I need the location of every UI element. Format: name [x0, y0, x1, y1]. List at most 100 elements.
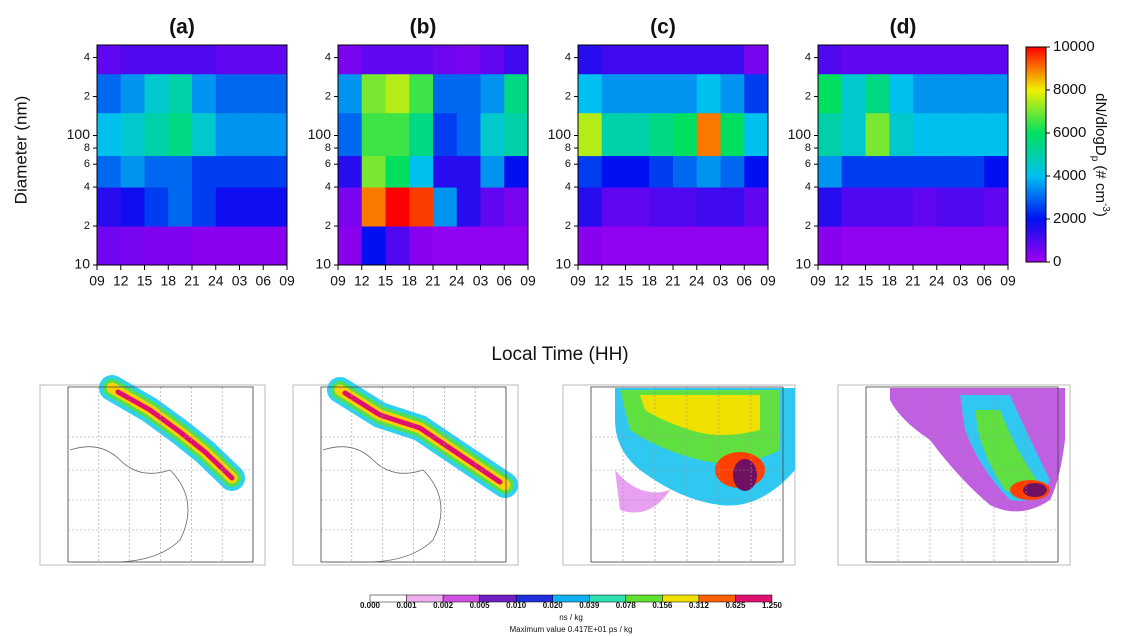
map-colorbar-label: 0.312: [689, 601, 710, 610]
y-tick-label: 8: [84, 142, 90, 154]
y-tick-label: 6: [565, 158, 571, 170]
heatmap-cell: [625, 187, 650, 227]
heatmap-cell: [625, 112, 650, 157]
heatmap-cell: [239, 112, 264, 157]
heatmap-cell: [865, 155, 890, 188]
y-tick-label: 4: [805, 51, 811, 63]
heatmap-cell: [385, 187, 410, 227]
y-tick-label: 8: [565, 142, 571, 154]
heatmap-cell: [673, 155, 698, 188]
heatmap-cell: [168, 226, 193, 266]
heatmap-cell: [144, 112, 169, 157]
heatmap-cell: [625, 73, 650, 114]
heatmap-cell: [984, 155, 1009, 188]
heatmap-cell: [480, 73, 505, 114]
heatmap-cell: [601, 112, 626, 157]
heatmap-cell: [936, 73, 961, 114]
y-tick-label: 4: [805, 181, 811, 193]
heatmap-cell: [504, 226, 529, 266]
map-colorbar-label: 0.039: [579, 601, 600, 610]
map-colorbar-label: 0.020: [543, 601, 564, 610]
y-tick-label: 10: [315, 256, 331, 272]
x-tick-label: 09: [520, 273, 536, 289]
heatmap-cell: [168, 73, 193, 114]
heatmap-cell: [144, 155, 169, 188]
heatmap-cell: [984, 73, 1009, 114]
y-tick-label: 2: [805, 220, 811, 232]
map-max-note: Maximum value 0.417E+01 ps / kg: [510, 625, 633, 634]
heatmap-cell: [361, 45, 386, 75]
heatmap-cell: [744, 155, 769, 188]
x-tick-label: 12: [834, 273, 850, 289]
heatmap-cell: [841, 45, 866, 75]
heatmap-cell: [433, 73, 458, 114]
heatmap-cell: [144, 73, 169, 114]
y-tick-label: 4: [565, 51, 571, 63]
y-tick-label: 6: [84, 158, 90, 170]
heatmap-cell: [625, 226, 650, 266]
heatmap-cell: [361, 155, 386, 188]
heatmap-cell: [433, 45, 458, 75]
x-tick-label: 09: [810, 273, 826, 289]
y-tick-label: 2: [325, 90, 331, 102]
heatmap-cell: [696, 73, 721, 114]
map-colorbar-label: 0.001: [397, 601, 418, 610]
heatmap-cell: [984, 226, 1009, 266]
heatmap-cell: [385, 73, 410, 114]
heatmap-cell: [696, 45, 721, 75]
heatmap-cell: [818, 73, 843, 114]
y-tick-label: 4: [84, 51, 90, 63]
x-axis-label: Local Time (HH): [491, 344, 628, 365]
map-colorbar-unit: ns / kg: [559, 613, 583, 622]
map-colorbar-label: 0.000: [360, 601, 381, 610]
heatmap-cell: [215, 226, 240, 266]
map-colorbar-label: 0.005: [470, 601, 491, 610]
heatmap-cell: [960, 112, 985, 157]
heatmap-cell: [673, 187, 698, 227]
heatmap-cell: [385, 112, 410, 157]
heatmap-cell: [456, 155, 481, 188]
heatmap-cell: [456, 187, 481, 227]
x-tick-label: 12: [594, 273, 610, 289]
y-tick-label: 10: [74, 256, 90, 272]
map-colorbar-label: 0.002: [433, 601, 454, 610]
y-tick-label: 4: [565, 181, 571, 193]
heatmap-cell: [841, 187, 866, 227]
heatmap-cell: [120, 187, 145, 227]
heatmap-cell: [744, 187, 769, 227]
heatmap-cell: [97, 187, 122, 227]
heatmap-cell: [578, 112, 603, 157]
heatmap-cell: [239, 45, 264, 75]
y-tick-label: 8: [325, 142, 331, 154]
y-tick-label: 100: [308, 126, 332, 142]
heatmap-cell: [144, 187, 169, 227]
x-tick-label: 09: [760, 273, 776, 289]
heatmap-cell: [696, 187, 721, 227]
y-tick-label: 6: [805, 158, 811, 170]
map-colorbar-label: 0.078: [616, 601, 637, 610]
y-tick-label: 100: [67, 126, 91, 142]
heatmap-cell: [936, 112, 961, 157]
x-tick-label: 24: [449, 273, 465, 289]
colorbar-tick-label: 8000: [1053, 81, 1086, 98]
heatmap-cell: [433, 155, 458, 188]
heatmap-cell: [625, 155, 650, 188]
y-tick-label: 2: [84, 220, 90, 232]
heatmap-cell: [409, 226, 434, 266]
y-tick-label: 2: [805, 90, 811, 102]
heatmap-cell: [984, 187, 1009, 227]
colorbar-label-main: dN/dlogD: [1092, 93, 1109, 156]
heatmap-cell: [960, 73, 985, 114]
heatmap-cell: [960, 187, 985, 227]
heatmap-cell: [818, 226, 843, 266]
heatmap-cell: [120, 226, 145, 266]
heatmap-cell: [480, 226, 505, 266]
heatmap-cell: [744, 45, 769, 75]
heatmap-cell: [120, 73, 145, 114]
heatmap-cell: [409, 73, 434, 114]
map-2: [292, 377, 519, 566]
map-frame: [590, 386, 784, 563]
heatmap-cell: [504, 155, 529, 188]
heatmap-cell: [97, 226, 122, 266]
